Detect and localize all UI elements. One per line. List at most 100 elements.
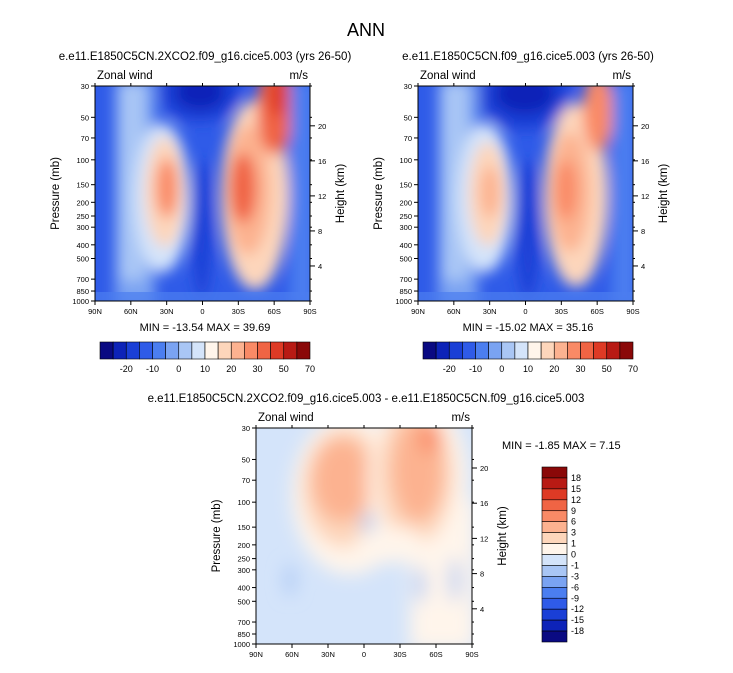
y-right-tick-label: 12 [641, 192, 649, 201]
x-tick-label: 90N [249, 650, 263, 659]
y-right-axis-title: Height (km) [335, 164, 347, 224]
y-tick-label: 100 [237, 498, 250, 507]
x-tick-label: 90N [411, 307, 425, 316]
colorbar-label: -3 [571, 571, 579, 581]
y-tick-label: 500 [399, 255, 412, 264]
colorbar-label: 70 [628, 364, 638, 374]
y-right-tick-label: 4 [480, 605, 484, 614]
colorbar-label: -12 [571, 604, 584, 614]
x-tick-label: 60N [285, 650, 299, 659]
colorbar-swatch [217, 341, 232, 360]
sh-strat-jet [583, 86, 613, 152]
y-tick-label: 850 [399, 287, 412, 296]
colorbar-label: 0 [176, 364, 181, 374]
panel-3-title: e.e11.E1850C5CN.2XCO2.f09_g16.cice5.003 … [148, 393, 585, 405]
x-tick-label: 30N [160, 307, 174, 316]
colorbar-swatch [270, 341, 285, 360]
colorbar-label: -20 [443, 364, 456, 374]
panel-3-variable-label: Zonal wind [258, 412, 314, 424]
colorbar-swatch [501, 341, 516, 360]
y-right-tick-label: 16 [641, 157, 649, 166]
x-tick-label: 60S [429, 650, 442, 659]
y-right-tick-label: 12 [480, 534, 488, 543]
colorbar-label: -10 [469, 364, 482, 374]
x-tick-label: 60S [267, 307, 280, 316]
x-tick-label: 60N [447, 307, 461, 316]
y-tick-label: 300 [237, 566, 250, 575]
y-tick-label: 30 [242, 424, 250, 433]
panel-3-contour-field [256, 428, 472, 644]
sh-polar-band [612, 86, 633, 301]
x-tick-label: 30S [232, 307, 245, 316]
panel-1-title: e.e11.E1850C5CN.2XCO2.f09_g16.cice5.003 … [59, 51, 352, 63]
x-tick-label: 30S [393, 650, 406, 659]
panel-2: e.e11.E1850C5CN.f09_g16.cice5.003 (yrs 2… [373, 51, 670, 334]
x-tick-label: 30N [483, 307, 497, 316]
y-tick-label: 250 [76, 212, 89, 221]
colorbar-swatch [191, 341, 206, 360]
y-tick-label: 500 [237, 597, 250, 606]
x-tick-label: 60N [124, 307, 138, 316]
colorbar-swatch [125, 341, 140, 360]
x-tick-label: 90S [626, 307, 639, 316]
colorbar-label: 0 [499, 364, 504, 374]
y-tick-label: 400 [237, 584, 250, 593]
colorbar-label: -1 [571, 560, 579, 570]
x-tick-label: 30S [555, 307, 568, 316]
x-tick-label: 90S [303, 307, 316, 316]
sh-strat-max [420, 428, 440, 453]
sh-jet-core [230, 153, 256, 223]
y-tick-label: 150 [399, 181, 412, 190]
colorbar-swatch [422, 341, 437, 360]
colorbar-swatch [283, 341, 298, 360]
colorbar-swatch [541, 630, 568, 643]
y-tick-label: 200 [399, 198, 412, 207]
colorbar-swatch [619, 341, 634, 360]
panel-2-title: e.e11.E1850C5CN.f09_g16.cice5.003 (yrs 2… [402, 51, 654, 63]
colorbar-swatch [541, 565, 568, 577]
nh-jet-core [480, 166, 500, 218]
colorbar-swatch [165, 341, 180, 360]
colorbar-swatch [527, 341, 542, 360]
y-tick-label: 70 [404, 134, 412, 143]
colorbar-label: -15 [571, 615, 584, 625]
nh-upper-core [312, 438, 372, 522]
y-axis-title: Pressure (mb) [373, 157, 385, 230]
nh-jet-core [156, 158, 178, 218]
panel-3-stats: MIN = -1.85 MAX = 7.15 [502, 440, 621, 452]
colorbar-2: -20 -10 0 10 20 30 50 70 [422, 341, 638, 374]
colorbar-swatch [541, 554, 568, 566]
colorbar-label: -9 [571, 593, 579, 603]
x-tick-label: 0 [200, 307, 204, 316]
y-tick-label: 150 [76, 181, 89, 190]
y-right-tick-label: 20 [641, 122, 649, 131]
colorbar-label: 3 [571, 528, 576, 538]
y-right-tick-label: 16 [318, 157, 326, 166]
y-tick-label: 50 [404, 113, 412, 122]
panel-2-contour-field [418, 86, 633, 301]
y-right-axis-title: Height (km) [497, 506, 509, 566]
x-tick-label: 60S [590, 307, 603, 316]
colorbar-swatch [178, 341, 193, 360]
y-tick-label: 150 [237, 523, 250, 532]
colorbar-label: 15 [571, 484, 581, 494]
colorbar-swatch [567, 341, 581, 360]
colorbar-swatch [541, 477, 568, 490]
y-tick-label: 850 [76, 287, 89, 296]
y-right-tick-label: 20 [318, 122, 326, 131]
colorbar-swatch [606, 341, 621, 360]
y-right-tick-label: 8 [480, 570, 484, 579]
colorbar-label: 1 [571, 539, 576, 549]
sh-strat-core [269, 86, 287, 117]
panel-1-axes: 3050701001502002503004005007008501000481… [50, 82, 347, 316]
colorbar-swatch [204, 341, 219, 360]
colorbar-swatch [541, 587, 568, 599]
y-tick-label: 200 [237, 541, 250, 550]
colorbar-swatch [541, 543, 568, 555]
colorbar-swatch [435, 341, 450, 360]
x-tick-label: 30N [321, 650, 335, 659]
y-tick-label: 400 [399, 241, 412, 250]
y-tick-label: 250 [237, 555, 250, 564]
y-tick-label: 700 [237, 618, 250, 627]
nh-surface-dip [285, 564, 295, 596]
